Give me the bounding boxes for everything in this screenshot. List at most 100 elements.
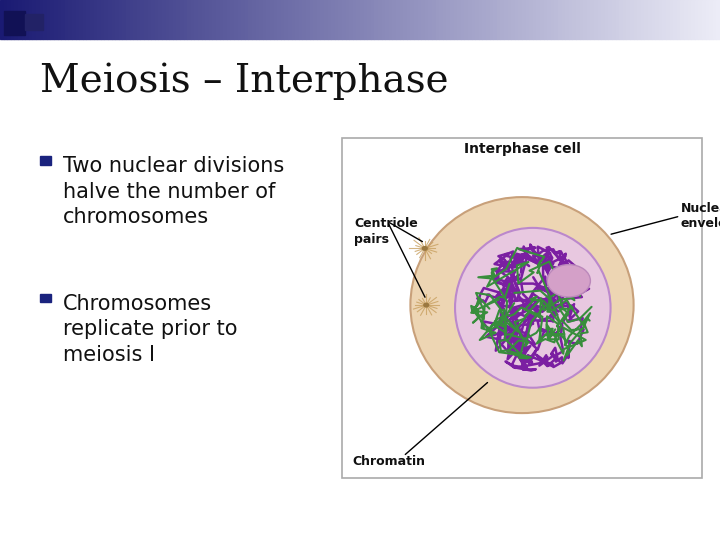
Bar [349,0,353,39]
Bar [50,0,54,39]
Bar [378,0,382,39]
Bar [637,0,641,39]
Bar [4,11,25,35]
Circle shape [424,303,428,307]
Bar [7,0,11,39]
Bar [61,0,65,39]
Bar [518,0,522,39]
Bar [292,0,295,39]
Bar [72,0,76,39]
Bar [274,0,277,39]
Bar [324,0,328,39]
Bar [623,0,626,39]
Circle shape [547,265,590,297]
Bar [209,0,212,39]
Bar [169,0,173,39]
Bar [547,0,551,39]
Bar [576,0,580,39]
Bar [533,0,536,39]
Bar [25,0,29,39]
Bar [32,0,36,39]
Bar [187,0,191,39]
Bar [360,0,364,39]
Bar [641,0,644,39]
Bar [493,0,497,39]
Bar [256,0,259,39]
Bar [540,0,544,39]
Bar [479,0,482,39]
Bar [583,0,587,39]
Bar [0,0,4,39]
Bar [691,0,695,39]
Bar [205,0,209,39]
Bar [410,0,414,39]
Bar [223,0,227,39]
Bar [119,0,122,39]
Bar [331,0,335,39]
Text: Interphase cell: Interphase cell [464,141,580,156]
Bar [317,0,320,39]
Bar [562,0,565,39]
Bar [605,0,608,39]
Bar [342,0,346,39]
Bar [266,0,270,39]
Bar [432,0,436,39]
Bar [202,0,205,39]
Bar [490,0,493,39]
Bar [137,0,140,39]
Bar [252,0,256,39]
Bar [515,0,518,39]
Bar [166,0,169,39]
Bar [428,0,432,39]
Bar [695,0,698,39]
Bar [234,0,238,39]
Bar [688,0,691,39]
Bar [58,0,61,39]
Bar [346,0,349,39]
Bar [47,0,50,39]
Bar [328,0,331,39]
Bar [655,0,659,39]
Ellipse shape [455,228,611,388]
Bar [364,0,367,39]
Bar [580,0,583,39]
Bar [83,0,86,39]
Bar [662,0,666,39]
Bar [126,0,130,39]
Bar [241,0,245,39]
Bar [698,0,702,39]
Bar [500,0,504,39]
Bar [306,0,310,39]
Bar [184,0,187,39]
Bar [65,0,68,39]
Bar [310,0,313,39]
Bar [79,0,83,39]
Bar [554,0,558,39]
Bar [522,0,526,39]
Bar [94,0,97,39]
Bar [652,0,655,39]
Text: Nuclear
envelope: Nuclear envelope [680,201,720,231]
Bar [338,0,342,39]
Bar [151,0,155,39]
Bar [590,0,594,39]
Bar [86,0,90,39]
Bar [220,0,223,39]
Bar [180,0,184,39]
Bar [374,0,378,39]
Bar [396,0,400,39]
Bar [457,0,461,39]
Bar [713,0,716,39]
Bar [450,0,454,39]
Bar [11,0,14,39]
Circle shape [423,247,427,250]
Bar [601,0,605,39]
Bar [54,0,58,39]
Bar [414,0,418,39]
Bar [238,0,241,39]
Bar [551,0,554,39]
Bar [104,0,108,39]
Bar [565,0,569,39]
Bar [191,0,194,39]
Bar [227,0,230,39]
